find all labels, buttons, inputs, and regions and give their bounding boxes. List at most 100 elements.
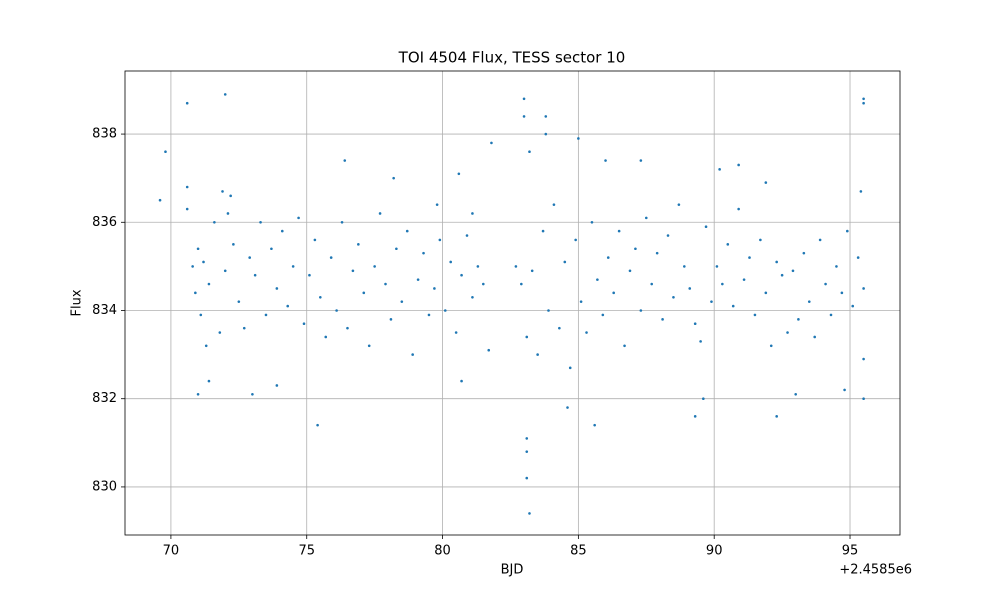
data-point [737,207,740,211]
data-point [218,331,222,334]
data-point [471,295,474,299]
data-point [221,190,224,193]
data-point [248,256,251,259]
data-point [807,300,811,303]
data-point [270,247,273,251]
data-point [666,234,670,237]
data-point [683,265,686,268]
data-point [226,212,230,215]
data-point [737,163,740,167]
data-point [862,357,865,361]
data-point [223,269,227,273]
data-point [786,331,789,334]
data-point [859,190,863,193]
data-point [196,393,200,396]
data-point [775,415,778,418]
data-point [196,247,200,251]
data-point [677,203,681,206]
data-point [351,269,355,273]
data-point [522,97,526,101]
data-point [851,304,855,308]
data-point [742,278,746,281]
y-axis-label: Flux [70,289,85,316]
data-point [433,287,436,290]
data-point [525,476,529,480]
data-point [862,287,865,290]
data-point [520,282,523,286]
data-point [329,256,333,259]
data-point [835,265,838,268]
data-point [242,326,246,330]
data-point [297,216,300,220]
data-point [704,225,708,228]
data-point [199,313,203,317]
data-point [302,322,306,326]
data-point [813,335,817,339]
data-point [286,304,290,308]
data-point [541,229,545,233]
data-point [590,220,594,224]
data-point [362,291,366,295]
data-point [634,247,637,251]
data-point [164,150,167,154]
data-point [319,295,322,299]
x-tick-label: 75 [298,544,315,559]
data-point [291,265,295,268]
data-point [552,203,556,206]
data-point [753,313,757,317]
data-point [275,384,279,387]
data-point [275,287,279,290]
data-point [797,318,800,321]
data-point [411,353,414,356]
data-point [525,450,529,453]
y-tick-label: 836 [92,215,117,230]
data-point [544,115,548,118]
data-point [237,300,241,303]
data-point [579,300,583,303]
data-point [623,344,626,348]
data-point [229,194,232,198]
data-point [593,423,596,427]
data-point [308,273,311,277]
data-point [644,216,648,220]
data-point [693,415,697,418]
data-point [316,423,319,427]
data-point [661,318,664,321]
data-point [769,344,773,348]
x-offset-label: +2.4585e6 [839,563,912,578]
data-point [522,115,526,118]
data-point [699,340,702,343]
data-point [628,269,632,273]
data-point [481,282,485,286]
data-point [528,512,531,515]
chart-title: TOI 4504 Flux, TESS sector 10 [398,49,626,67]
data-point [395,247,398,251]
data-point [313,238,317,242]
data-point [443,309,447,312]
data-point [460,379,463,383]
data-point [604,159,607,162]
data-point [726,243,730,246]
data-point [574,238,577,242]
data-point [862,97,865,101]
data-point [223,93,227,96]
data-point [601,313,605,317]
data-point [759,238,762,242]
data-point [528,150,531,154]
data-point [259,220,262,224]
x-axis-label: BJD [501,563,524,578]
data-point [367,344,371,348]
data-point [232,243,235,246]
data-point [846,229,849,233]
data-point [389,318,393,321]
data-point [525,437,529,440]
data-point [185,185,189,189]
data-point [731,304,735,308]
data-point [862,101,865,105]
data-point [253,273,257,277]
data-point [185,101,189,105]
data-point [818,238,822,242]
data-point [688,287,692,290]
